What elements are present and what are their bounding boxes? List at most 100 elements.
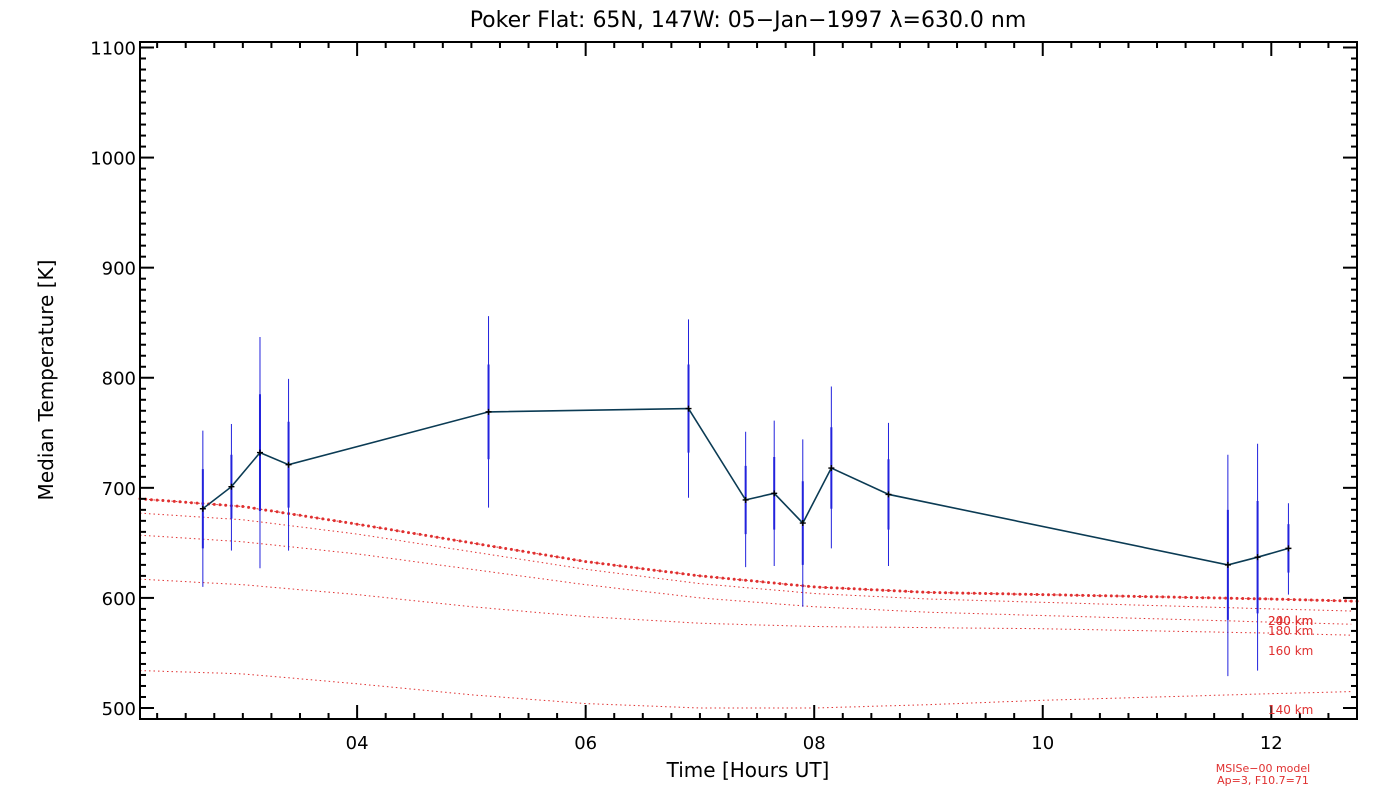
model-curve	[139, 498, 1352, 602]
model-point	[1309, 598, 1313, 602]
model-point	[584, 560, 588, 564]
model-point	[504, 547, 508, 550]
data-point	[1254, 554, 1261, 561]
altitude-label: 140 km	[1268, 703, 1313, 717]
model-point	[829, 586, 833, 590]
model-point	[315, 516, 319, 520]
model-point	[1001, 592, 1005, 596]
model-point	[1109, 594, 1113, 598]
altitude-label: 180 km	[1268, 624, 1313, 638]
model-point	[698, 574, 702, 578]
model-point	[772, 581, 776, 585]
model-point	[1132, 594, 1136, 598]
model-point	[692, 573, 696, 577]
model-point	[395, 529, 399, 533]
model-point	[989, 592, 993, 596]
model-point	[464, 540, 468, 544]
model-point	[1189, 596, 1193, 599]
model-point	[967, 591, 970, 595]
model-point	[1104, 594, 1108, 598]
model-point	[458, 539, 462, 543]
model-point	[1029, 592, 1033, 596]
model-point	[635, 566, 639, 570]
model-point	[1235, 596, 1239, 600]
model-point	[264, 508, 268, 512]
model-point	[589, 560, 593, 564]
model-point	[835, 586, 839, 590]
model-point	[687, 573, 690, 576]
model-point	[1332, 599, 1336, 603]
model-point	[412, 532, 416, 535]
model-point	[178, 500, 182, 504]
data-point	[1285, 545, 1292, 552]
model-point	[1195, 596, 1199, 600]
data-point	[199, 505, 206, 512]
model-point	[469, 541, 473, 545]
x-tick-label: 04	[346, 733, 369, 754]
model-point	[1212, 596, 1216, 600]
model-point	[275, 510, 279, 514]
model-point	[1201, 596, 1205, 600]
data-point	[256, 449, 263, 456]
model-point	[1338, 599, 1342, 603]
model-point	[1081, 593, 1085, 597]
model-point	[1155, 595, 1159, 599]
model-point	[1144, 595, 1148, 599]
model-point	[561, 556, 565, 560]
model-curves	[138, 497, 1359, 709]
model-point	[641, 567, 645, 571]
model-point	[1092, 594, 1096, 598]
model-point	[1281, 597, 1285, 601]
model-point	[538, 552, 542, 556]
model-point	[407, 531, 410, 535]
x-tick-label: 08	[803, 733, 826, 754]
y-tick-label: 600	[102, 589, 136, 610]
model-point	[1149, 595, 1153, 599]
model-point	[875, 588, 879, 592]
model-point	[909, 590, 913, 594]
model-point	[761, 580, 765, 584]
model-point	[1304, 598, 1308, 602]
model-point	[949, 591, 953, 595]
model-point	[481, 543, 485, 547]
model-point	[567, 557, 570, 561]
model-curve	[139, 578, 1352, 636]
plot-frame	[139, 41, 1358, 720]
model-point	[738, 578, 742, 582]
x-tick-label: 12	[1260, 733, 1283, 754]
model-point	[647, 568, 650, 571]
model-point	[1007, 592, 1010, 596]
model-point	[1115, 594, 1119, 598]
model-point	[1264, 597, 1268, 601]
model-point	[961, 591, 965, 595]
model-point	[149, 498, 153, 502]
model-point	[555, 555, 559, 559]
model-point	[812, 585, 816, 589]
model-point	[527, 550, 530, 554]
model-point	[789, 583, 793, 587]
model-point	[281, 511, 285, 515]
model-point	[338, 520, 342, 523]
model-curve	[139, 670, 1352, 709]
model-point	[532, 551, 536, 555]
model-point	[864, 587, 868, 591]
model-point	[218, 503, 222, 507]
model-point	[658, 569, 662, 573]
model-point	[389, 528, 393, 532]
model-point	[1064, 593, 1068, 597]
model-point	[1178, 595, 1182, 599]
y-tick-label: 800	[102, 369, 136, 390]
model-point	[932, 591, 936, 594]
model-point	[744, 578, 748, 582]
model-point	[212, 502, 216, 506]
altitude-label: 240 km	[1268, 614, 1313, 628]
model-point	[161, 499, 165, 502]
model-point	[361, 523, 365, 527]
data-point	[885, 491, 892, 498]
model-point	[755, 579, 759, 583]
model-point	[938, 591, 942, 595]
model-point	[1041, 593, 1045, 597]
model-point	[629, 565, 633, 569]
model-point	[355, 522, 359, 526]
